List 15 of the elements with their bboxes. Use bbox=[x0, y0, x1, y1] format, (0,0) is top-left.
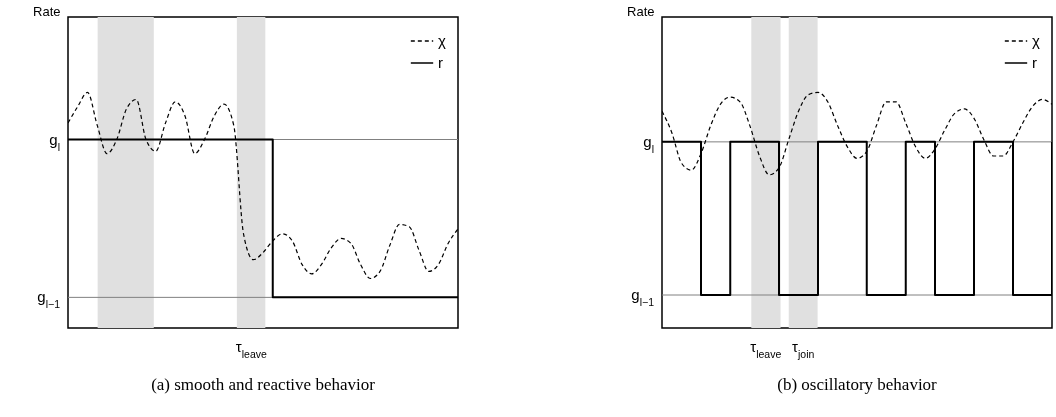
text: (b) oscillatory behavior bbox=[777, 375, 938, 394]
legend-label: r bbox=[1032, 54, 1037, 71]
y-axis-title: Rate bbox=[33, 3, 61, 19]
legend-label: χ bbox=[1032, 32, 1040, 49]
y-axis-title: Rate bbox=[627, 3, 655, 19]
ref-line-label: g$_{l−1}$ bbox=[37, 288, 61, 311]
text: (a) smooth and reactive behavior bbox=[151, 375, 376, 394]
ref-line-label: g$_{l}$ bbox=[49, 130, 60, 153]
ref-line-label: g$_{l−1}$ bbox=[631, 286, 655, 309]
legend-label: r bbox=[438, 54, 443, 71]
ref-line-label: g$_{l}$ bbox=[643, 132, 654, 155]
legend-label: χ bbox=[438, 32, 446, 49]
text: τ$_{leave}$ bbox=[750, 338, 782, 360]
text: τ$_{join}$ bbox=[792, 338, 815, 360]
text: τ$_{leave}$ bbox=[235, 338, 267, 360]
